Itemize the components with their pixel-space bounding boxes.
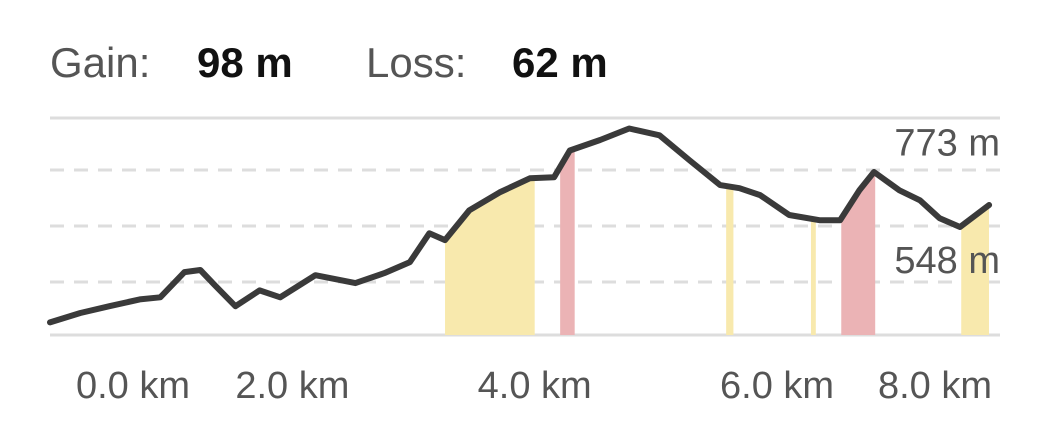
elevation-line	[47, 125, 993, 326]
gain-label: Gain:	[50, 39, 150, 86]
x-tick-label: 4.0 km	[478, 365, 592, 407]
grade-segment	[726, 128, 734, 335]
x-tick-label: 8.0 km	[878, 365, 992, 407]
y-tick-label: 548 m	[894, 240, 1000, 282]
x-tick-label: 0.0 km	[76, 365, 190, 407]
x-tick-label: 6.0 km	[720, 365, 834, 407]
grade-segment	[810, 128, 816, 335]
x-tick-label: 2.0 km	[235, 365, 349, 407]
loss-label: Loss:	[366, 39, 466, 86]
gain-value: 98 m	[197, 39, 293, 86]
grade-segment	[560, 128, 575, 335]
loss-value: 62 m	[512, 39, 608, 86]
grade-segment	[841, 128, 876, 335]
y-tick-label: 773 m	[894, 122, 1000, 164]
